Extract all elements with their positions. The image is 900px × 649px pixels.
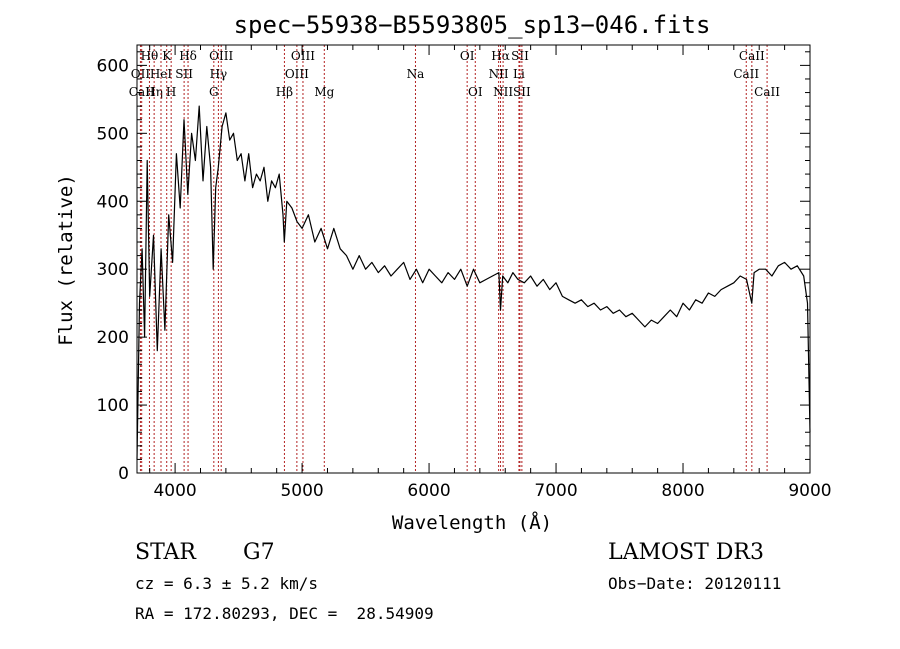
- spectral-line-label: Hδ: [179, 49, 197, 63]
- y-tick-label: 200: [97, 328, 129, 348]
- spectral-line-label: SII: [511, 49, 529, 63]
- spectral-line-label: OIII: [209, 49, 233, 63]
- y-tick-label: 500: [97, 124, 129, 144]
- spectrum-line: [136, 105, 811, 460]
- spectral-line-label: OIII: [291, 49, 315, 63]
- spectral-line-label: Mg: [314, 85, 334, 99]
- spectral-line-label: H: [166, 85, 176, 99]
- y-tick-label: 400: [97, 192, 129, 212]
- y-tick-label: 0: [118, 464, 129, 484]
- y-tick-label: 300: [97, 260, 129, 280]
- redshift-readout: cz = 6.3 ± 5.2 km/s: [135, 574, 319, 593]
- spectral-line-label: NII: [493, 85, 513, 99]
- spectral-line-label: OI: [460, 49, 475, 63]
- x-tick-label: 6000: [407, 481, 450, 501]
- x-tick-label: 4000: [153, 481, 196, 501]
- spectral-line-label: CaII: [739, 49, 765, 63]
- spectral-line-label: Hθ: [141, 49, 159, 63]
- y-tick-label: 100: [97, 396, 129, 416]
- axis-ticks: 4000 5000 6000 7000 8000 9000 0 100 200 300 400 500…: [97, 45, 832, 501]
- spectral-line-label: HeI: [150, 67, 173, 81]
- x-tick-label: 5000: [280, 481, 323, 501]
- object-class: STAR: [135, 540, 196, 565]
- spectral-line-label: K: [162, 49, 172, 63]
- survey-name: LAMOST DR3: [608, 540, 764, 565]
- coordinates-readout: RA = 172.80293, DEC = 28.54909: [135, 604, 434, 623]
- spectral-line-label: CaII: [129, 85, 155, 99]
- spectral-line-label: CaII: [754, 85, 780, 99]
- spectral-line-label: OIII: [285, 67, 309, 81]
- plot-frame: [136, 44, 811, 474]
- spectrum-series: [136, 105, 811, 460]
- observation-date: Obs−Date: 20120111: [608, 574, 782, 593]
- x-tick-label: 8000: [661, 481, 704, 501]
- spectral-line-label: OI: [468, 85, 483, 99]
- spectral-line-label: OII: [131, 67, 151, 81]
- y-axis-label: Flux (relative): [55, 174, 77, 346]
- object-subclass: G7: [243, 540, 275, 565]
- spectral-line-label: Hβ: [276, 85, 293, 99]
- spectral-line-label: G: [209, 85, 219, 99]
- spectral-line-label: NII: [489, 67, 509, 81]
- spectral-line-label: Hγ: [210, 67, 228, 81]
- spectral-line-label: CaII: [733, 67, 759, 81]
- chart-title: spec−55938−B5593805_sp13−046.fits: [234, 11, 711, 39]
- x-axis-label: Wavelength (Å): [392, 511, 552, 534]
- y-tick-label: 600: [97, 56, 129, 76]
- spectral-line-label: SII: [175, 67, 193, 81]
- x-tick-label: 7000: [534, 481, 577, 501]
- x-tick-label: 9000: [788, 481, 831, 501]
- spectral-line-label: Na: [407, 67, 425, 81]
- spectral-line-label: Li: [513, 67, 525, 81]
- spectral-line-label: SII: [513, 85, 531, 99]
- spectral-line-label: Hη: [145, 85, 163, 99]
- spectral-line-label: Hα: [491, 49, 510, 63]
